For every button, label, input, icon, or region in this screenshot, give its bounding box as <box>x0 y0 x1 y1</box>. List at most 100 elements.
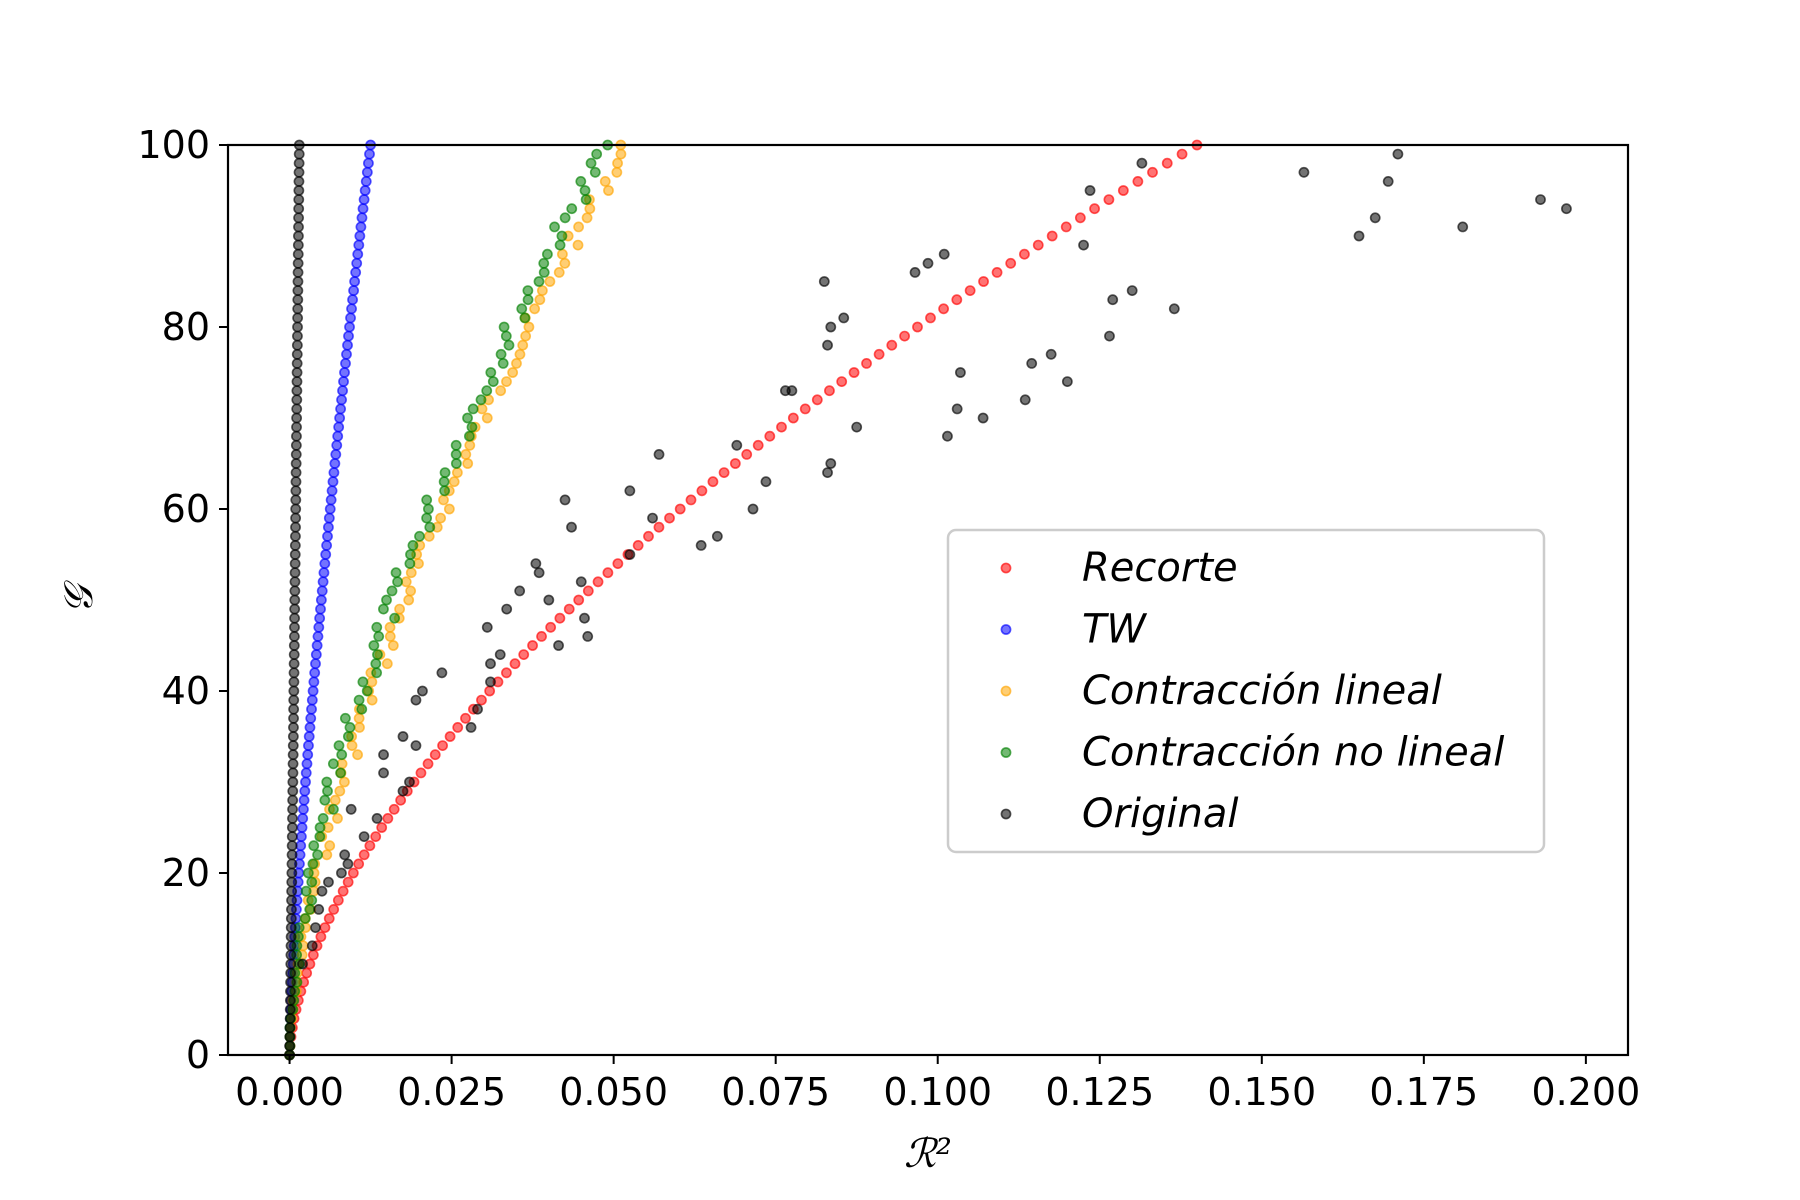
data-point <box>811 394 823 406</box>
data-point <box>288 685 300 697</box>
data-point <box>462 458 474 469</box>
data-point <box>1457 221 1469 233</box>
data-point <box>289 549 301 560</box>
data-point <box>822 467 833 478</box>
data-point <box>395 794 407 806</box>
data-point <box>289 567 301 579</box>
data-point <box>293 203 305 215</box>
data-point <box>371 667 383 679</box>
data-point <box>1535 194 1546 205</box>
data-point <box>1161 157 1173 169</box>
data-point <box>632 540 644 551</box>
data-point <box>344 321 355 333</box>
data-point <box>286 858 298 870</box>
data-point <box>481 385 493 397</box>
data-point <box>603 185 614 196</box>
data-point <box>475 394 487 406</box>
plot-marks <box>284 139 1572 1061</box>
data-point <box>465 722 477 733</box>
data-point <box>301 967 313 979</box>
data-point <box>384 631 396 642</box>
data-point <box>438 494 449 506</box>
data-point <box>392 576 403 588</box>
data-point <box>284 1040 296 1052</box>
data-point <box>288 703 300 715</box>
data-point <box>509 658 521 670</box>
data-point <box>580 194 592 205</box>
data-point <box>292 321 303 333</box>
data-point <box>288 694 300 706</box>
data-point <box>1026 357 1038 369</box>
data-point <box>376 822 388 833</box>
data-point <box>337 385 348 397</box>
data-point <box>353 694 365 706</box>
data-point <box>308 676 320 688</box>
data-point <box>824 385 835 397</box>
data-point <box>292 285 304 296</box>
data-point <box>297 813 309 824</box>
data-point <box>1032 239 1044 251</box>
data-point <box>353 858 365 870</box>
x-tick-label: 0.200 <box>1531 1070 1640 1114</box>
data-point <box>522 285 534 296</box>
data-point <box>423 530 435 542</box>
data-point <box>653 521 665 533</box>
data-point <box>838 312 850 324</box>
data-point <box>351 257 363 269</box>
data-point <box>289 612 300 624</box>
data-point <box>450 439 462 451</box>
data-point <box>287 803 298 815</box>
data-point <box>285 976 296 988</box>
data-point <box>289 603 301 615</box>
data-point <box>415 767 427 779</box>
data-point <box>519 312 531 324</box>
data-point <box>291 348 303 360</box>
data-point <box>321 776 333 788</box>
data-point <box>485 676 496 688</box>
data-point <box>313 904 325 915</box>
data-point <box>553 640 564 651</box>
data-point <box>534 294 546 306</box>
data-point <box>848 367 860 378</box>
data-point <box>1084 185 1096 196</box>
data-point <box>322 530 333 542</box>
data-point <box>293 175 305 187</box>
data-point <box>389 612 401 624</box>
data-point <box>318 567 330 579</box>
data-point <box>951 403 963 415</box>
data-point <box>361 166 373 178</box>
data-point <box>305 712 317 724</box>
data-point <box>922 257 934 269</box>
data-point <box>287 776 299 788</box>
data-point <box>575 175 587 187</box>
data-point <box>664 512 675 524</box>
data-point <box>291 394 303 406</box>
data-point <box>292 276 304 287</box>
data-point <box>302 749 314 761</box>
data-point <box>466 421 478 433</box>
data-point <box>378 603 389 615</box>
y-tick-label: 0 <box>186 1033 210 1077</box>
data-point <box>414 530 425 542</box>
data-point <box>286 894 297 906</box>
data-point <box>356 212 368 224</box>
data-point <box>452 722 464 733</box>
data-point <box>421 512 433 524</box>
data-point <box>554 239 566 251</box>
data-point <box>352 248 364 260</box>
data-point <box>573 221 584 233</box>
data-point <box>287 794 299 806</box>
data-point <box>293 194 305 205</box>
data-point <box>358 831 370 842</box>
data-point <box>307 858 319 870</box>
data-point <box>312 631 324 642</box>
data-point <box>357 676 369 688</box>
data-point <box>286 885 298 897</box>
data-point <box>301 758 313 770</box>
data-point <box>381 658 393 670</box>
y-axis: 0 20 40 60 80 100 <box>137 123 228 1077</box>
data-point <box>290 448 302 460</box>
data-point <box>334 785 346 797</box>
data-point <box>1074 212 1086 224</box>
data-point <box>450 458 462 469</box>
